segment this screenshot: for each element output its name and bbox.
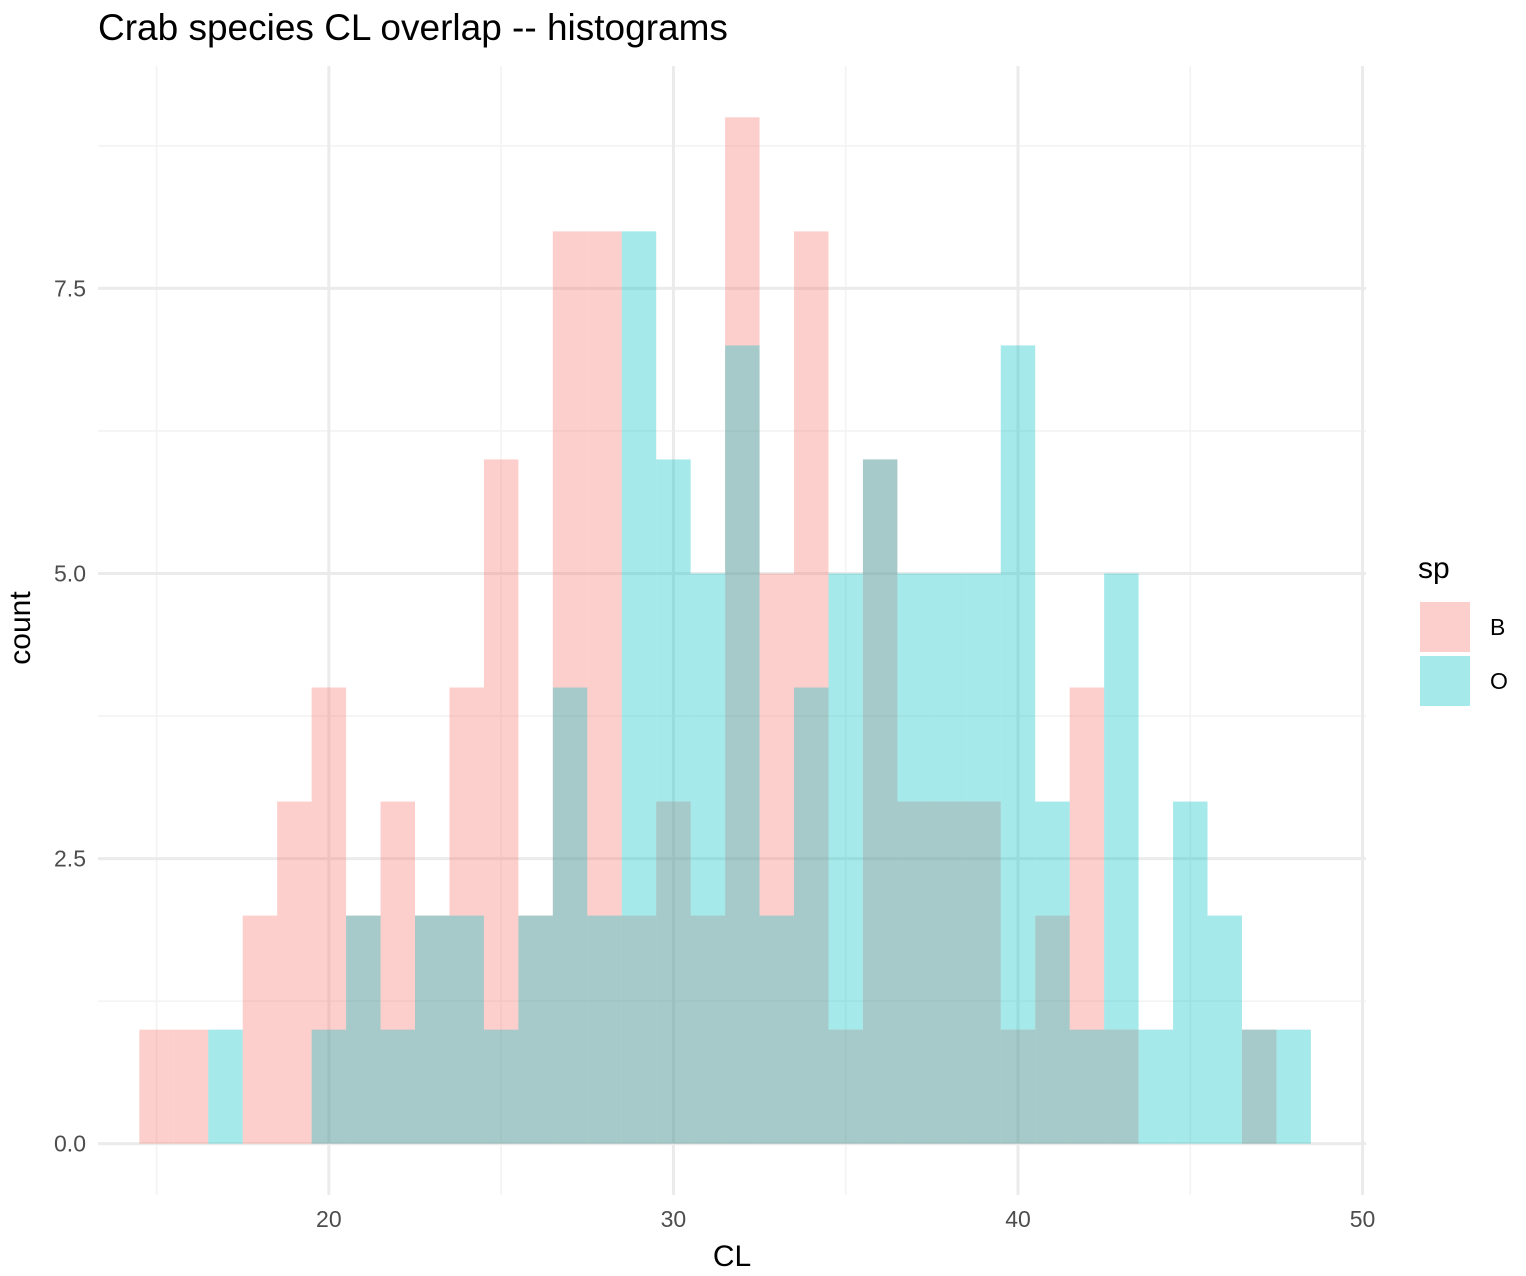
bar-O-22 — [380, 1029, 415, 1144]
bar-O-47 — [1241, 1029, 1277, 1144]
bar-B-21 — [346, 915, 381, 1144]
bar-B-29 — [621, 915, 657, 1144]
bar-O-41 — [1035, 801, 1070, 1144]
legend-key-B — [1420, 602, 1470, 652]
bar-O-30 — [656, 459, 691, 1144]
bar-B-27 — [552, 231, 588, 1144]
bar-O-34 — [794, 687, 829, 1144]
bar-B-41 — [1035, 915, 1070, 1144]
legend-title: sp — [1418, 552, 1450, 585]
bar-B-38 — [931, 801, 967, 1144]
y-tick-label: 0.0 — [54, 1131, 86, 1157]
bar-B-36 — [862, 459, 898, 1144]
bar-B-47 — [1241, 1029, 1277, 1144]
y-tick-label: 7.5 — [54, 275, 86, 301]
series-O — [208, 231, 1311, 1144]
bar-O-24 — [449, 915, 484, 1144]
bar-B-32 — [725, 117, 760, 1144]
bar-B-23 — [415, 915, 450, 1144]
x-axis-ticks: 20 30 40 50 — [316, 1206, 1375, 1232]
legend-key-O — [1420, 656, 1470, 706]
bar-O-32 — [725, 345, 760, 1144]
bar-O-43 — [1104, 573, 1139, 1144]
bar-O-28 — [587, 915, 622, 1144]
bar-B-34 — [794, 231, 829, 1144]
bar-B-31 — [690, 915, 726, 1144]
bar-B-22 — [380, 801, 415, 1144]
bar-B-18 — [242, 915, 278, 1144]
grid-lines — [98, 66, 1366, 1195]
bar-B-33 — [759, 573, 795, 1144]
y-axis-ticks: 0.0 2.5 5.0 7.5 — [54, 275, 86, 1156]
bar-O-31 — [690, 573, 726, 1144]
bar-B-19 — [277, 801, 312, 1144]
bar-O-27 — [552, 687, 588, 1144]
bar-O-40 — [1000, 345, 1036, 1144]
bar-O-25 — [483, 1029, 519, 1144]
bar-B-20 — [311, 687, 347, 1144]
x-tick-label: 50 — [1350, 1206, 1376, 1232]
bar-O-26 — [518, 915, 553, 1144]
bar-B-35 — [828, 1029, 863, 1144]
bar-B-42 — [1069, 687, 1105, 1144]
bar-B-30 — [656, 801, 691, 1144]
bar-O-44 — [1138, 1029, 1174, 1144]
bar-O-29 — [621, 231, 657, 1144]
bar-O-21 — [346, 915, 381, 1144]
bar-B-40 — [1000, 1029, 1036, 1144]
bar-O-33 — [759, 915, 795, 1144]
bar-B-25 — [483, 459, 519, 1144]
x-tick-label: 40 — [1005, 1206, 1031, 1232]
bar-O-35 — [828, 573, 863, 1144]
bar-O-20 — [311, 1029, 347, 1144]
chart-title: Crab species CL overlap -- histograms — [98, 7, 728, 48]
legend-label-O: O — [1490, 668, 1508, 694]
bar-B-37 — [897, 801, 932, 1144]
y-tick-label: 5.0 — [54, 560, 86, 586]
bar-O-39 — [966, 573, 1001, 1144]
bar-B-15 — [139, 1029, 174, 1144]
bar-O-42 — [1069, 1029, 1105, 1144]
legend-label-B: B — [1490, 614, 1505, 640]
bar-O-38 — [931, 573, 967, 1144]
bar-O-23 — [415, 915, 450, 1144]
histogram-bars — [139, 117, 1311, 1144]
series-B — [139, 117, 1277, 1144]
y-tick-label: 2.5 — [54, 846, 86, 872]
bar-B-43 — [1104, 1029, 1139, 1144]
x-tick-label: 30 — [661, 1206, 687, 1232]
bar-O-17 — [208, 1029, 243, 1144]
bar-O-45 — [1173, 801, 1208, 1144]
x-axis-title: CL — [713, 1240, 751, 1273]
bar-O-37 — [897, 573, 932, 1144]
y-axis-title: count — [4, 591, 37, 665]
bar-O-46 — [1207, 915, 1242, 1144]
legend: sp B O — [1418, 552, 1508, 706]
bar-O-36 — [862, 459, 898, 1144]
bar-O-48 — [1276, 1029, 1311, 1144]
bar-B-26 — [518, 915, 553, 1144]
bar-B-39 — [966, 801, 1001, 1144]
bar-B-16 — [173, 1029, 209, 1144]
bar-B-24 — [449, 687, 484, 1144]
x-tick-label: 20 — [316, 1206, 342, 1232]
bar-B-28 — [587, 231, 622, 1144]
